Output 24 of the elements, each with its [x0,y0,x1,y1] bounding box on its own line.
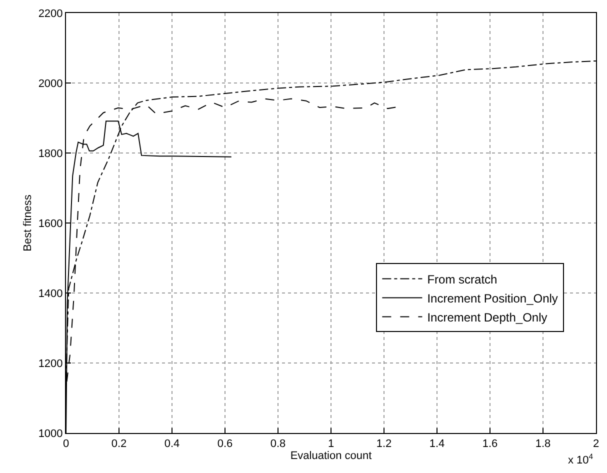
y-axis-title: Best fitness [22,194,34,252]
y-tick-label: 1000 [38,428,63,440]
legend-label: Increment Position_Only [427,291,558,306]
y-tick-label: 1600 [38,218,63,230]
y-tick-label: 2200 [38,8,63,20]
x-tick-label: 0.8 [270,438,286,450]
x-tick-label: 1.2 [376,438,392,450]
text: x 10$^{4}$ [568,452,594,467]
x-tick-label: 1 [328,438,334,450]
y-tick-label: 1800 [38,148,63,160]
y-tick-label: 2000 [38,78,63,90]
x-tick-label: 0.2 [111,438,127,450]
y-tick-label: 1400 [38,288,63,300]
x-tick-label: 1.8 [535,438,551,450]
x-tick-label: 0 [62,438,70,450]
legend-label: From scratch [427,272,498,286]
y-tick-label: 1200 [38,358,63,370]
x-tick-label: 0.6 [217,438,233,450]
legend-label: Increment Depth_Only [427,310,548,324]
x-axis-title: Evaluation count [290,450,372,462]
x-tick-label: 2 [592,438,600,450]
x-tick-label: 1.4 [429,438,445,450]
x-tick-label: 1.6 [482,438,498,450]
x-tick-label: 0.4 [164,438,180,450]
